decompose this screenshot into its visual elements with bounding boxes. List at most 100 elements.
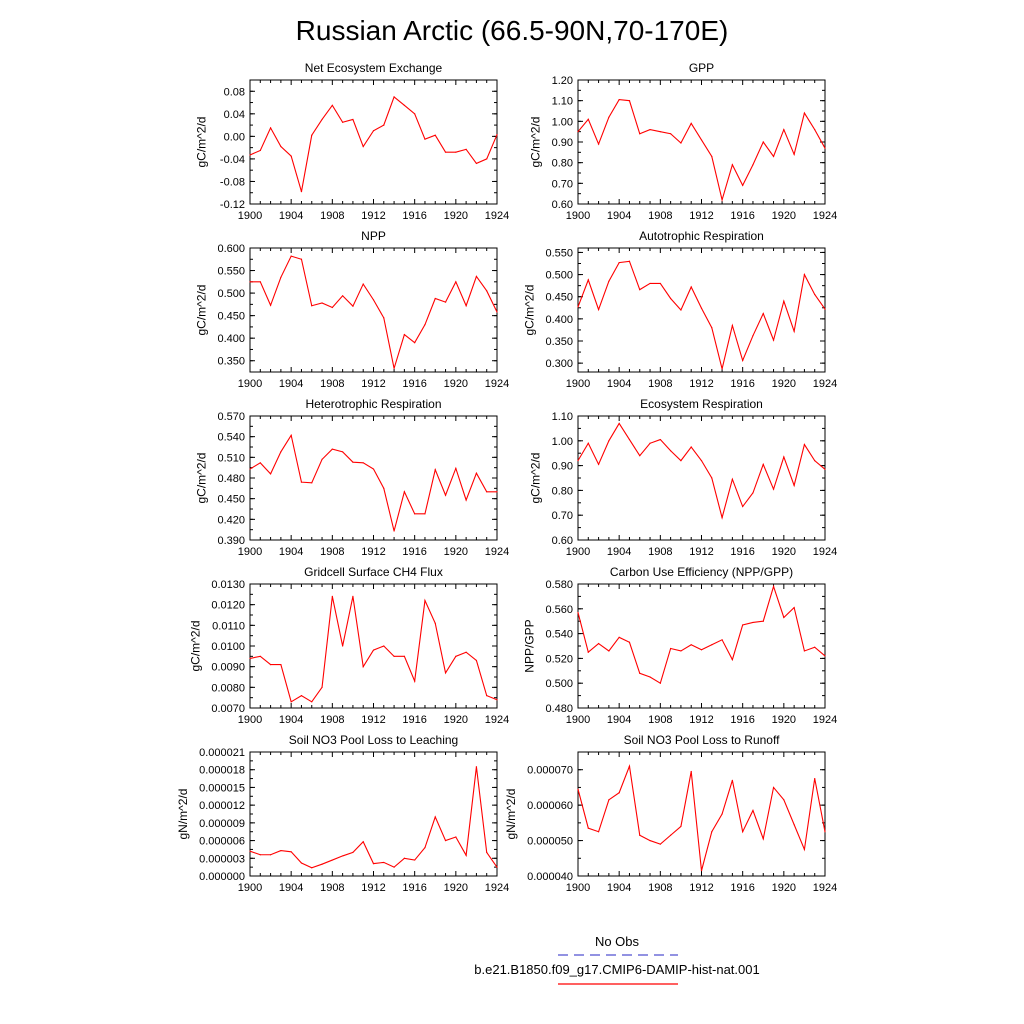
x-tick-label: 1924: [485, 378, 509, 390]
y-tick-label: 0.400: [217, 333, 245, 345]
data-point: [597, 143, 600, 145]
data-point: [475, 162, 478, 165]
plot-frame: [577, 415, 826, 541]
y-tick-label: 0.000040: [527, 871, 573, 883]
x-tick-label: 1900: [566, 378, 590, 390]
x-tick-label: 1908: [648, 210, 672, 222]
panel-title: Ecosystem Respiration: [640, 397, 763, 411]
x-tick-label: 1920: [444, 546, 468, 558]
x-tick-label: 1904: [607, 714, 631, 726]
data-point: [486, 695, 488, 697]
data-point: [393, 96, 395, 98]
data-point: [587, 651, 589, 653]
y-tick-label: 0.500: [545, 270, 573, 282]
y-tick-label: 0.60: [552, 535, 573, 547]
data-point: [608, 440, 610, 442]
x-tick-label: 1920: [444, 714, 468, 726]
data-point: [414, 680, 416, 682]
series-line: [250, 255, 498, 369]
data-point: [649, 676, 651, 678]
y-tick-label: 0.350: [545, 336, 573, 348]
data-point: [465, 305, 467, 307]
y-tick-label: 0.570: [217, 411, 245, 423]
data-point: [444, 672, 447, 674]
data-point: [752, 335, 754, 337]
y-tick-label: 0.0080: [211, 682, 245, 694]
x-tick-label: 1912: [361, 714, 385, 726]
data-point: [742, 505, 744, 508]
data-point: [403, 333, 405, 336]
data-point: [711, 327, 713, 329]
plot-frame: [577, 79, 826, 205]
data-point: [414, 342, 416, 344]
data-point: [424, 599, 426, 602]
data-point: [721, 199, 723, 201]
data-point: [803, 273, 806, 276]
data-point: [659, 438, 661, 441]
data-point: [496, 699, 498, 701]
data-point: [259, 462, 261, 464]
data-point: [321, 118, 323, 121]
x-tick-label: 1908: [648, 714, 672, 726]
data-point: [690, 286, 692, 288]
data-point: [434, 469, 436, 471]
data-point: [259, 655, 261, 657]
y-tick-label: 0.000018: [199, 765, 245, 777]
data-point: [300, 862, 303, 864]
data-point: [772, 155, 775, 158]
data-point: [269, 854, 272, 856]
data-point: [342, 451, 344, 453]
x-tick-label: 1916: [402, 378, 426, 390]
x-tick-label: 1916: [730, 546, 754, 558]
data-point: [362, 666, 364, 668]
data-point: [577, 788, 579, 790]
data-point: [577, 611, 579, 614]
data-point: [721, 639, 723, 641]
x-tick-label: 1912: [361, 882, 385, 894]
data-point: [783, 129, 785, 131]
data-point: [803, 443, 806, 446]
data-point: [496, 866, 498, 868]
x-tick-label: 1916: [402, 882, 426, 894]
data-point: [362, 841, 364, 843]
y-axis-label: gC/m^2/d: [529, 117, 543, 168]
x-tick-label: 1924: [813, 546, 837, 558]
x-tick-label: 1900: [566, 714, 590, 726]
y-tick-label: 0.80: [552, 485, 573, 497]
data-point: [659, 682, 661, 684]
data-point: [680, 309, 682, 311]
data-point: [444, 494, 447, 496]
plot-frame: [249, 79, 498, 205]
data-point: [342, 645, 344, 647]
data-point: [783, 456, 785, 458]
panel-title: Heterotrophic Respiration: [305, 397, 441, 411]
x-tick-label: 1916: [730, 378, 754, 390]
data-point: [814, 129, 816, 131]
x-tick-label: 1916: [730, 714, 754, 726]
data-point: [772, 339, 775, 341]
x-tick-label: 1920: [772, 378, 796, 390]
data-point: [628, 100, 631, 102]
data-point: [280, 451, 282, 453]
panel-title: Soil NO3 Pool Loss to Runoff: [624, 733, 781, 747]
y-axis-label: gC/m^2/d: [195, 117, 209, 168]
data-point: [659, 131, 661, 133]
x-tick-label: 1920: [444, 882, 468, 894]
data-point: [321, 302, 323, 304]
x-tick-label: 1908: [648, 882, 672, 894]
x-tick-label: 1904: [279, 378, 303, 390]
plot-frame: [577, 247, 826, 373]
data-point: [342, 855, 344, 857]
y-tick-label: 0.500: [545, 678, 573, 690]
data-point: [280, 276, 282, 278]
data-point: [608, 280, 610, 282]
data-point: [414, 859, 416, 861]
data-point: [475, 766, 478, 768]
data-point: [721, 368, 723, 370]
data-point: [700, 870, 703, 872]
data-point: [628, 438, 631, 441]
panel-1: Net Ecosystem Exchange 1900 1904 1908 1912 19…: [195, 61, 510, 222]
x-tick-label: 1900: [566, 210, 590, 222]
series-line: [577, 764, 826, 871]
data-point: [690, 644, 692, 646]
